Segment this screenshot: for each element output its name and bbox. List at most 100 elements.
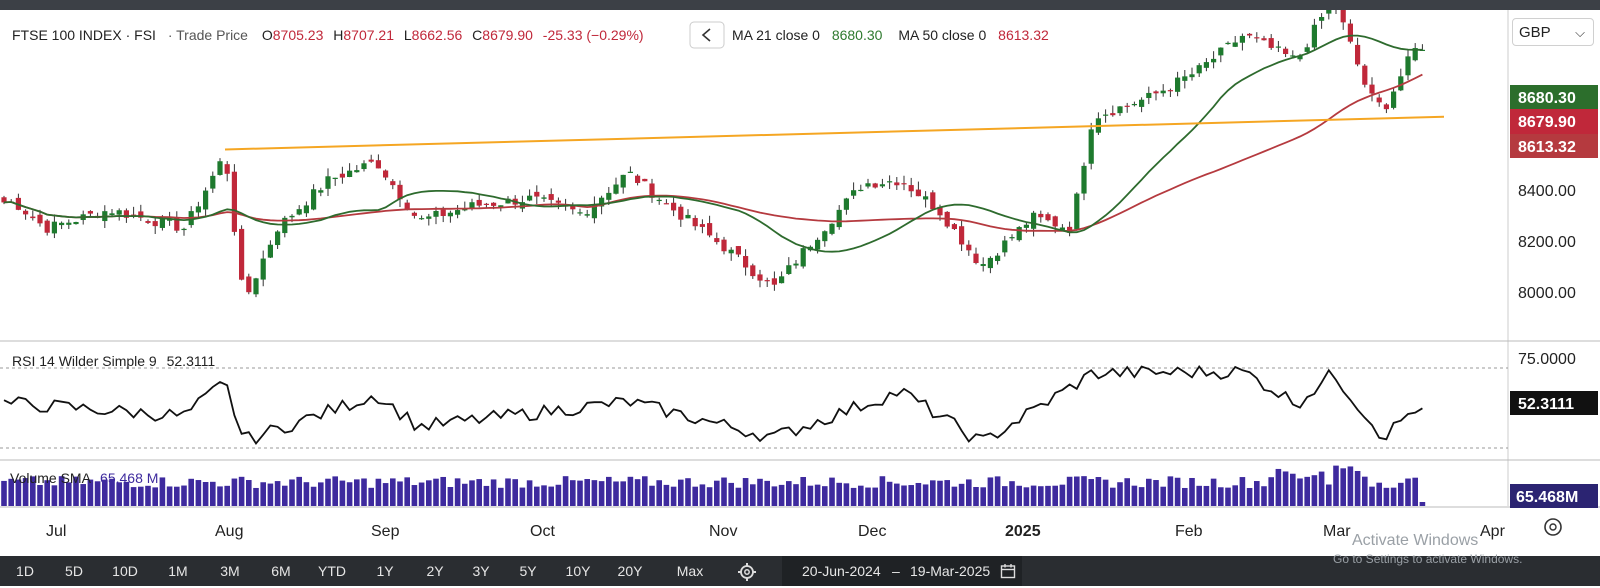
candle <box>800 248 806 267</box>
candle <box>1391 91 1397 108</box>
ma21-price-badge: 8680.30 <box>1510 85 1598 109</box>
candle <box>1131 103 1137 106</box>
volume-bar <box>966 479 972 506</box>
volume-bar <box>944 480 950 506</box>
volume-bar <box>1045 485 1051 506</box>
volume-bar <box>627 476 634 506</box>
volume-bar <box>37 485 43 506</box>
volume-bar <box>217 486 223 506</box>
time-label-apr: Apr <box>1480 523 1506 540</box>
currency-select[interactable]: GBP ⌵ <box>1512 18 1594 46</box>
candle <box>181 228 187 231</box>
candle <box>1268 38 1274 48</box>
time-label-jul: Jul <box>46 523 66 540</box>
candle <box>1239 35 1245 43</box>
candle <box>908 185 914 192</box>
candle <box>1052 216 1058 227</box>
last-price-badge: 8679.90 <box>1510 109 1598 134</box>
volume-bar <box>1023 487 1030 506</box>
volume-bar <box>30 476 36 506</box>
candle <box>692 217 698 227</box>
volume-bar <box>1268 477 1274 506</box>
candle <box>440 209 446 217</box>
candle <box>901 183 907 185</box>
rsi-badge-text: 52.3111 <box>1518 396 1574 413</box>
volume-bar <box>1326 484 1332 506</box>
volume-bar <box>260 482 266 506</box>
candle <box>707 223 713 236</box>
candle <box>383 170 389 178</box>
chart-settings-button[interactable] <box>1544 518 1562 536</box>
candle <box>1311 24 1317 48</box>
candle <box>642 178 648 182</box>
volume-bar <box>858 485 864 506</box>
volume-bar <box>404 477 410 506</box>
candle <box>1045 214 1051 221</box>
volume-bar <box>1174 477 1181 506</box>
range-button-6m[interactable]: 6M <box>271 563 291 579</box>
range-button-5y[interactable]: 5Y <box>519 563 537 579</box>
range-button-ytd[interactable]: YTD <box>318 563 346 579</box>
collapse-legend-button[interactable] <box>689 21 725 49</box>
candle <box>1347 23 1353 42</box>
range-button-1m[interactable]: 1M <box>168 563 188 579</box>
volume-bar <box>548 486 554 506</box>
candle <box>419 218 425 220</box>
range-button-10d[interactable]: 10D <box>112 563 138 579</box>
date-range-picker[interactable]: 20-Jun-2024 – 19-Mar-2025 <box>782 556 1022 586</box>
range-toolbar: 1D 5D 10D 1M 3M 6M YTD 1Y 2Y 3Y 5Y 10Y 20Y Max 20-Jun… <box>0 556 1600 586</box>
volume-bar <box>526 480 533 506</box>
range-settings-button[interactable] <box>736 561 758 583</box>
volume-bar <box>1182 487 1188 506</box>
chart-area[interactable]: FTSE 100 INDEX · FSI · Trade Price O8705… <box>0 0 1600 556</box>
volume-value: 65.468 M <box>100 470 158 486</box>
chart-svg[interactable]: FTSE 100 INDEX · FSI · Trade Price O8705… <box>0 0 1600 556</box>
rsi-last-badge: 52.3111 <box>1510 391 1598 415</box>
volume-label: Volume SMA <box>10 470 92 486</box>
volume-bar <box>555 484 562 506</box>
volume-bar <box>1117 482 1123 506</box>
ma21-line <box>3 34 1423 253</box>
volume-bar <box>174 486 180 506</box>
price-tick-8200: 8200.00 <box>1518 234 1576 251</box>
candle <box>829 223 835 234</box>
date-range-separator: – <box>892 563 900 579</box>
candle <box>195 206 201 213</box>
candle <box>66 222 72 225</box>
volume-bar <box>202 482 209 506</box>
candle <box>1 197 7 203</box>
price-pane[interactable] <box>0 10 1508 340</box>
candle <box>469 202 475 209</box>
volume-bar <box>1412 477 1418 506</box>
candle <box>1232 42 1238 47</box>
volume-bar <box>109 478 115 506</box>
volume-last-badge: 65.468M <box>1510 484 1598 508</box>
range-button-1d[interactable]: 1D <box>16 563 34 579</box>
range-button-10y[interactable]: 10Y <box>565 563 591 579</box>
gear-icon <box>738 563 756 581</box>
range-button-max[interactable]: Max <box>676 563 704 579</box>
candle <box>1038 213 1044 218</box>
ma-legend: MA 21 close 0 8680.30 MA 50 close 0 8613… <box>732 27 1049 43</box>
candle <box>390 181 396 186</box>
volume-bar <box>145 485 151 506</box>
candle <box>260 258 266 280</box>
candle <box>116 210 122 215</box>
range-button-20y[interactable]: 20Y <box>617 563 643 579</box>
range-button-5d[interactable]: 5D <box>65 563 83 579</box>
volume-bar <box>94 481 101 506</box>
volume-bar <box>598 481 605 506</box>
candle <box>339 173 345 178</box>
range-button-1y[interactable]: 1Y <box>376 563 394 579</box>
candle <box>1031 212 1037 229</box>
candle <box>303 205 309 214</box>
candle <box>923 196 929 200</box>
candle <box>815 239 821 250</box>
ma50-label: MA 50 close 0 <box>898 27 986 43</box>
range-button-2y[interactable]: 2Y <box>426 563 444 579</box>
range-button-3m[interactable]: 3M <box>220 563 240 579</box>
range-button-3y[interactable]: 3Y <box>472 563 490 579</box>
trendline[interactable] <box>224 115 1445 151</box>
volume-bar <box>1246 487 1253 506</box>
candle <box>325 176 331 189</box>
